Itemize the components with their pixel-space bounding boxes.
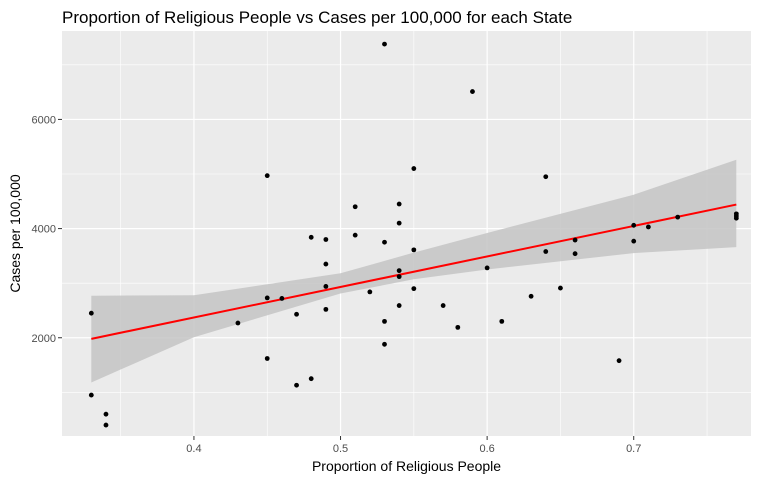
data-point: [675, 214, 681, 220]
data-point: [396, 303, 402, 308]
data-point: [279, 296, 285, 301]
x-tick-label: 0.4: [186, 443, 201, 455]
data-point: [733, 215, 739, 221]
data-point: [396, 268, 402, 274]
y-axis-title: Cases per 100,000: [7, 174, 23, 293]
x-tick-label: 0.7: [626, 443, 641, 455]
data-point: [484, 265, 490, 271]
data-point: [323, 306, 329, 312]
chart-title: Proportion of Religious People vs Cases …: [62, 8, 572, 27]
data-point: [382, 318, 387, 324]
data-point: [396, 274, 402, 280]
data-point: [572, 251, 578, 257]
data-point: [543, 174, 549, 180]
data-point: [396, 201, 402, 207]
data-point: [411, 247, 417, 253]
data-point: [323, 261, 329, 267]
data-point: [470, 89, 475, 94]
data-point: [631, 238, 637, 244]
trend-line-group: [91, 203, 737, 340]
data-point: [367, 289, 373, 295]
y-tick-label: 6000: [32, 114, 56, 126]
trend-line: [91, 203, 737, 340]
data-point: [264, 295, 270, 301]
data-point: [411, 166, 417, 171]
x-tick-label: 0.5: [333, 443, 348, 455]
data-point: [572, 237, 578, 243]
data-point: [382, 41, 387, 47]
x-axis-ticks: 0.4 0.5 0.6 0.7: [186, 436, 641, 455]
minor-gridlines: [62, 31, 751, 436]
data-point: [382, 341, 387, 347]
data-point: [294, 311, 299, 317]
data-point: [631, 222, 637, 228]
data-point: [264, 173, 270, 179]
data-point: [411, 286, 417, 292]
data-point: [323, 237, 329, 242]
x-tick-label: 0.6: [479, 443, 494, 455]
data-point: [616, 358, 622, 364]
data-point: [264, 356, 270, 361]
y-tick-label: 4000: [32, 224, 56, 236]
data-point: [528, 293, 534, 299]
data-point: [294, 382, 299, 388]
data-point: [499, 318, 505, 324]
data-point: [455, 324, 461, 330]
data-point: [396, 220, 402, 226]
data-point: [103, 422, 109, 428]
y-axis-ticks: 2000 4000 6000: [32, 114, 62, 345]
x-axis-title: Proportion of Religious People: [312, 458, 501, 474]
data-point: [308, 234, 314, 240]
data-point: [352, 204, 358, 210]
data-point: [235, 320, 241, 326]
data-point: [645, 224, 651, 230]
data-point: [543, 249, 549, 254]
data-point: [440, 303, 446, 308]
data-point: [88, 392, 94, 398]
data-point: [323, 284, 329, 289]
data-points: [88, 41, 739, 428]
data-point: [103, 411, 109, 417]
data-point: [88, 310, 94, 316]
data-point: [558, 285, 563, 291]
data-point: [308, 376, 314, 382]
y-tick-label: 2000: [32, 333, 56, 345]
data-point: [382, 239, 387, 245]
data-point: [352, 232, 358, 238]
